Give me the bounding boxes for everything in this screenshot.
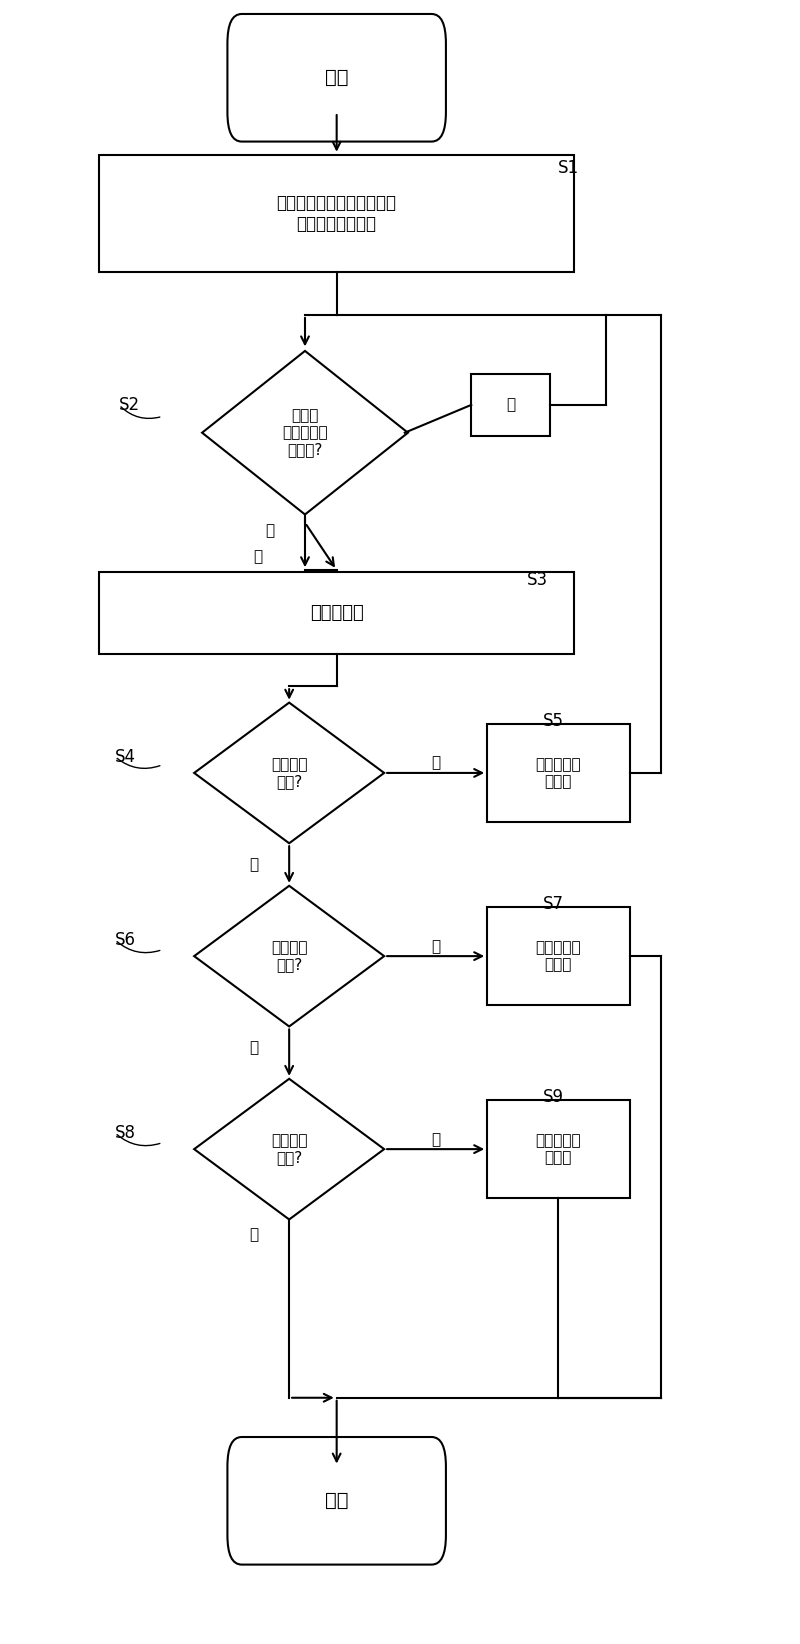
Text: 启动计时器: 启动计时器 bbox=[310, 603, 363, 621]
Text: 否: 否 bbox=[506, 398, 515, 413]
Bar bbox=[471, 373, 550, 436]
Text: 否: 否 bbox=[249, 857, 258, 871]
Text: S4: S4 bbox=[115, 748, 136, 766]
Bar bbox=[487, 907, 630, 1004]
Text: 是: 是 bbox=[253, 549, 262, 564]
Text: 设定计时器的初始值，清除
计时器的溢出标记: 设定计时器的初始值，清除 计时器的溢出标记 bbox=[277, 194, 397, 233]
Text: 是: 是 bbox=[431, 939, 440, 954]
Text: 是: 是 bbox=[431, 756, 440, 771]
Text: S5: S5 bbox=[542, 712, 563, 730]
Polygon shape bbox=[194, 1078, 384, 1220]
Bar bbox=[99, 155, 574, 273]
Text: 返回第三返
回数据: 返回第三返 回数据 bbox=[535, 1133, 581, 1166]
FancyBboxPatch shape bbox=[227, 1437, 446, 1565]
Text: S8: S8 bbox=[115, 1124, 136, 1143]
FancyBboxPatch shape bbox=[227, 15, 446, 141]
Text: 结束: 结束 bbox=[325, 1491, 349, 1511]
Polygon shape bbox=[194, 702, 384, 843]
Text: S3: S3 bbox=[526, 570, 548, 589]
Text: 接收到
激光打印机
的信息?: 接收到 激光打印机 的信息? bbox=[282, 408, 328, 457]
Polygon shape bbox=[202, 350, 408, 515]
Text: S1: S1 bbox=[558, 159, 579, 178]
Text: S9: S9 bbox=[542, 1088, 563, 1106]
Text: 返回第二返
回数据: 返回第二返 回数据 bbox=[535, 940, 581, 972]
Text: 第一类型
信息?: 第一类型 信息? bbox=[271, 756, 307, 789]
Text: 开始: 开始 bbox=[325, 69, 349, 87]
Text: 第二类型
信息?: 第二类型 信息? bbox=[271, 940, 307, 972]
Text: S2: S2 bbox=[119, 396, 140, 414]
Text: 是: 是 bbox=[431, 1131, 440, 1148]
Text: 否: 否 bbox=[249, 1041, 258, 1055]
Text: S7: S7 bbox=[542, 894, 563, 912]
Polygon shape bbox=[194, 886, 384, 1026]
Bar bbox=[487, 1100, 630, 1198]
Bar bbox=[99, 572, 574, 654]
Text: 第三类型
信息?: 第三类型 信息? bbox=[271, 1133, 307, 1166]
Text: 是: 是 bbox=[265, 523, 274, 538]
Text: S6: S6 bbox=[115, 931, 136, 949]
Text: 否: 否 bbox=[249, 1226, 258, 1241]
Text: 返回第一返
回数据: 返回第一返 回数据 bbox=[535, 756, 581, 789]
Bar bbox=[487, 723, 630, 822]
